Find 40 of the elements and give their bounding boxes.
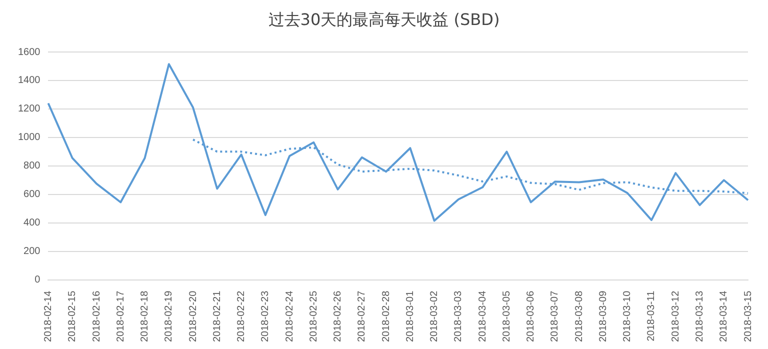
x-tick-label: 2018-03-09 xyxy=(598,290,609,342)
x-tick-label: 2018-03-14 xyxy=(718,290,730,342)
y-tick-label: 600 xyxy=(24,189,41,200)
y-tick-label: 400 xyxy=(24,218,41,229)
x-tick-label: 2018-03-02 xyxy=(429,290,440,342)
x-tick-label: 2018-02-21 xyxy=(212,290,223,342)
y-tick-label: 200 xyxy=(24,246,41,258)
x-tick-label: 2018-02-20 xyxy=(188,290,199,342)
x-tick-label: 2018-02-25 xyxy=(308,290,320,342)
x-tick-label: 2018-03-07 xyxy=(550,290,561,342)
y-tick-label: 800 xyxy=(24,160,41,172)
x-tick-label: 2018-02-22 xyxy=(236,290,248,342)
x-tick-label: 2018-02-23 xyxy=(260,290,272,342)
y-tick-label: 1200 xyxy=(18,104,41,115)
x-tick-label: 2018-02-15 xyxy=(67,290,78,342)
x-tick-label: 2018-03-01 xyxy=(404,290,416,342)
y-tick-label: 1600 xyxy=(18,46,41,58)
x-tick-label: 2018-03-06 xyxy=(526,290,537,342)
x-tick-label: 2018-02-19 xyxy=(164,290,175,342)
x-tick-label: 2018-02-18 xyxy=(140,290,151,342)
x-tick-label: 2018-03-11 xyxy=(646,290,658,342)
x-tick-label: 2018-03-05 xyxy=(501,290,512,342)
chart-title: 过去30天的最高每天收益 (SBD) xyxy=(267,10,501,31)
x-tick-label: 2018-03-12 xyxy=(670,290,682,342)
x-tick-label: 2018-03-08 xyxy=(574,290,585,342)
y-tick-label: 0 xyxy=(34,274,41,286)
x-tick-label: 2018-03-03 xyxy=(453,290,464,342)
x-tick-label: 2018-02-24 xyxy=(284,290,296,342)
y-tick-label: 1400 xyxy=(18,75,41,86)
x-tick-label: 2018-03-04 xyxy=(477,290,488,342)
x-tick-label: 2018-02-14 xyxy=(42,290,54,342)
y-tick-label: 1000 xyxy=(18,132,41,144)
x-tick-label: 2018-03-15 xyxy=(742,290,754,342)
x-tick-label: 2018-02-28 xyxy=(380,290,392,342)
x-tick-label: 2018-02-26 xyxy=(332,290,344,342)
x-tick-label: 2018-02-27 xyxy=(356,290,368,342)
x-tick-label: 2018-02-16 xyxy=(91,290,102,342)
x-tick-label: 2018-03-10 xyxy=(622,290,634,342)
x-tick-label: 2018-02-17 xyxy=(115,290,126,342)
x-tick-label: 2018-03-13 xyxy=(694,290,706,342)
